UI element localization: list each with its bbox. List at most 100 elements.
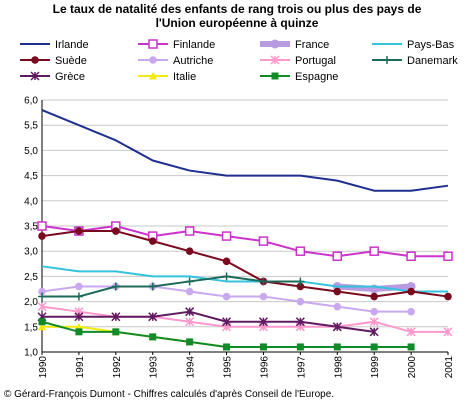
data-point bbox=[30, 71, 40, 81]
data-point bbox=[185, 277, 194, 286]
data-point bbox=[38, 322, 46, 331]
data-point bbox=[112, 227, 120, 235]
data-point bbox=[75, 328, 83, 336]
data-point bbox=[75, 282, 83, 291]
series-line bbox=[42, 275, 301, 298]
x-tick-label: 1997 bbox=[296, 356, 307, 379]
y-tick-label: 5,0 bbox=[24, 146, 38, 157]
y-tick-label: 2,5 bbox=[24, 272, 38, 283]
data-point bbox=[148, 237, 157, 245]
data-point bbox=[222, 272, 231, 281]
data-point bbox=[332, 322, 342, 332]
series-espagne bbox=[38, 318, 415, 351]
x-tick-label: 1999 bbox=[370, 356, 381, 379]
legend-item-espagne: Espagne bbox=[260, 71, 338, 83]
data-point bbox=[37, 221, 47, 231]
x-tick-label: 1998 bbox=[333, 356, 344, 379]
x-tick-label: 1995 bbox=[223, 356, 234, 379]
y-tick-label: 1,5 bbox=[24, 322, 38, 333]
data-point bbox=[38, 287, 46, 296]
data-point bbox=[148, 282, 157, 291]
series-line bbox=[41, 305, 448, 333]
data-point bbox=[149, 56, 157, 64]
x-tick-label: 1996 bbox=[259, 356, 270, 379]
chart-title: Le taux de natalité des enfants de rang … bbox=[0, 2, 474, 30]
legend-item-irlande: Irlande bbox=[20, 39, 89, 51]
data-point bbox=[370, 343, 378, 351]
y-tick-label: 6,0 bbox=[24, 96, 38, 107]
data-point bbox=[185, 287, 194, 296]
data-point bbox=[148, 39, 158, 49]
data-point bbox=[332, 251, 343, 261]
series-suede bbox=[38, 227, 452, 301]
series-finlande bbox=[37, 221, 453, 261]
data-point bbox=[383, 56, 391, 64]
data-point bbox=[407, 307, 415, 316]
data-point bbox=[222, 257, 231, 266]
data-point bbox=[221, 231, 232, 241]
data-point bbox=[112, 328, 120, 336]
data-point bbox=[259, 277, 268, 286]
series-line bbox=[42, 310, 375, 333]
data-point bbox=[406, 327, 416, 337]
data-point bbox=[406, 251, 416, 261]
legend: Irlande Finlande France Pays-Bas Suède Autric… bbox=[20, 39, 458, 83]
data-point bbox=[111, 312, 121, 322]
data-point bbox=[296, 277, 305, 286]
y-tick-label: 4,0 bbox=[24, 196, 38, 207]
data-point bbox=[443, 327, 453, 337]
data-point bbox=[258, 236, 269, 246]
y-tick-label: 5,5 bbox=[24, 121, 38, 132]
series-autriche bbox=[38, 282, 415, 316]
data-point bbox=[223, 343, 231, 351]
data-point bbox=[38, 318, 46, 326]
data-point bbox=[149, 333, 157, 341]
data-point bbox=[185, 317, 195, 327]
legend-item-finlande: Finlande bbox=[138, 39, 215, 51]
data-point bbox=[407, 287, 415, 296]
data-point bbox=[111, 282, 120, 291]
data-point bbox=[444, 292, 452, 301]
data-point bbox=[271, 72, 279, 80]
data-point bbox=[296, 282, 305, 291]
series-line bbox=[41, 265, 448, 293]
data-point bbox=[148, 312, 158, 322]
data-point bbox=[259, 292, 268, 301]
data-point bbox=[270, 55, 280, 65]
x-tick-label: 2001 bbox=[444, 356, 455, 379]
data-point bbox=[407, 343, 415, 351]
data-point bbox=[184, 226, 195, 236]
legend-item-autriche: Autriche bbox=[138, 55, 213, 67]
legend-item-france: France bbox=[260, 39, 329, 51]
legend-label: Suède bbox=[55, 55, 87, 67]
legend-item-danemark: Danemark bbox=[372, 55, 458, 67]
legend-item-suede: Suède bbox=[20, 55, 87, 67]
series-danemark bbox=[38, 272, 305, 301]
data-point bbox=[295, 317, 305, 327]
legend-label: Grèce bbox=[55, 71, 85, 83]
legend-label: Portugal bbox=[295, 55, 336, 67]
x-tick-label: 1992 bbox=[112, 356, 123, 379]
data-point bbox=[37, 302, 47, 312]
legend-label: Italie bbox=[173, 71, 196, 83]
legend-label: Danemark bbox=[407, 55, 458, 67]
series-line bbox=[41, 225, 448, 258]
data-point bbox=[333, 343, 341, 351]
legend-label: Irlande bbox=[55, 39, 89, 51]
chart-title-line-2: l'Union européenne à quinze bbox=[155, 16, 319, 30]
legend-item-italie: Italie bbox=[138, 71, 196, 83]
data-point bbox=[370, 307, 378, 316]
data-point bbox=[295, 246, 306, 256]
legend-item-grece: Grèce bbox=[20, 71, 85, 83]
data-point bbox=[333, 302, 342, 311]
series-pays-bas bbox=[41, 265, 448, 293]
data-point bbox=[186, 338, 194, 346]
legend-label: Finlande bbox=[173, 39, 215, 51]
legend-label: Pays-Bas bbox=[407, 39, 455, 51]
data-point bbox=[185, 247, 194, 255]
data-point bbox=[369, 317, 379, 327]
y-tick-label: 2,0 bbox=[24, 297, 38, 308]
data-point bbox=[74, 312, 84, 322]
x-tick-label: 1994 bbox=[186, 356, 197, 379]
